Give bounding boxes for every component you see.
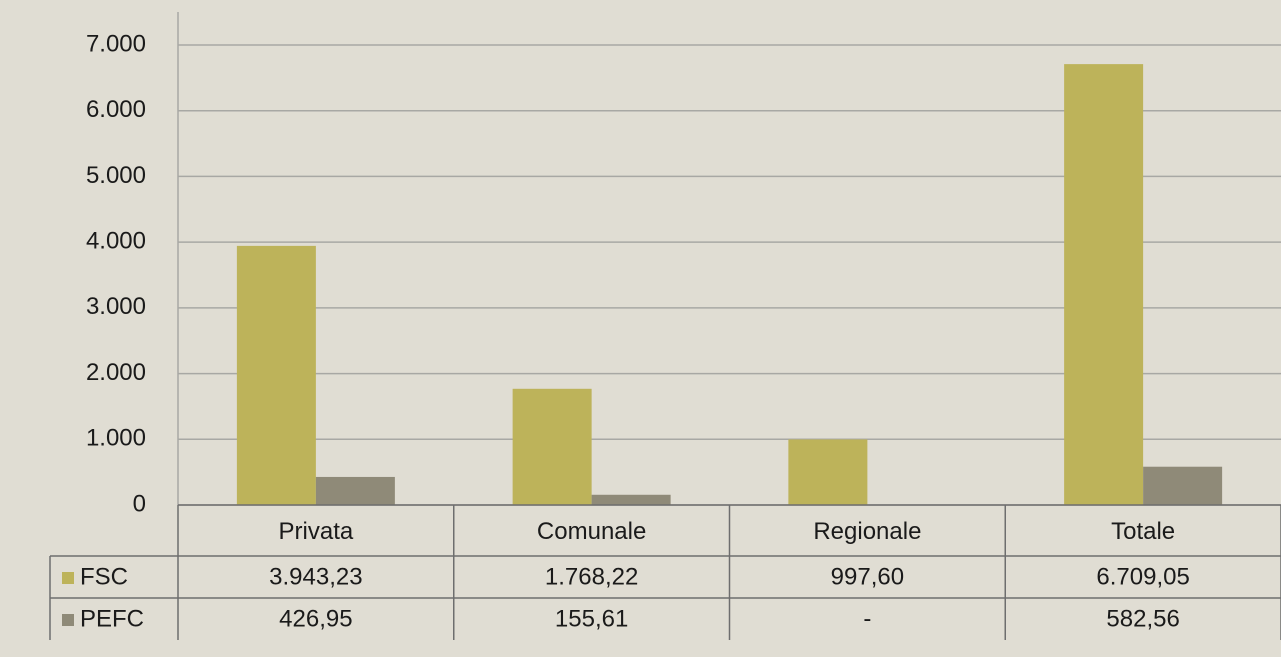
data-label: 3.943,23 — [269, 563, 362, 590]
x-tick-label: Comunale — [537, 518, 646, 545]
data-label: - — [863, 605, 871, 632]
legend-swatch — [62, 572, 74, 584]
y-tick-label: 1.000 — [86, 425, 146, 452]
x-tick-label: Regionale — [813, 518, 921, 545]
data-label: 155,61 — [555, 605, 628, 632]
y-tick-label: 6.000 — [86, 96, 146, 123]
bar — [236, 245, 316, 505]
y-tick-label: 2.000 — [86, 359, 146, 386]
data-label: 6.709,05 — [1096, 563, 1189, 590]
legend-label: PEFC — [80, 605, 144, 632]
y-tick-label: 5.000 — [86, 162, 146, 189]
bar — [512, 388, 592, 505]
x-tick-label: Privata — [279, 518, 354, 545]
bar — [315, 476, 395, 505]
data-label: 1.768,22 — [545, 563, 638, 590]
data-label: 426,95 — [279, 605, 352, 632]
y-tick-label: 0 — [133, 490, 146, 517]
data-label: 997,60 — [831, 563, 904, 590]
y-tick-label: 4.000 — [86, 227, 146, 254]
y-tick-label: 3.000 — [86, 293, 146, 320]
bar — [591, 494, 671, 505]
data-label: 582,56 — [1106, 605, 1179, 632]
x-tick-label: Totale — [1111, 518, 1175, 545]
bar — [1064, 64, 1144, 505]
bar — [788, 439, 868, 505]
legend-label: FSC — [80, 563, 128, 590]
y-tick-label: 7.000 — [86, 30, 146, 57]
bar — [1143, 466, 1223, 505]
legend-swatch — [62, 614, 74, 626]
